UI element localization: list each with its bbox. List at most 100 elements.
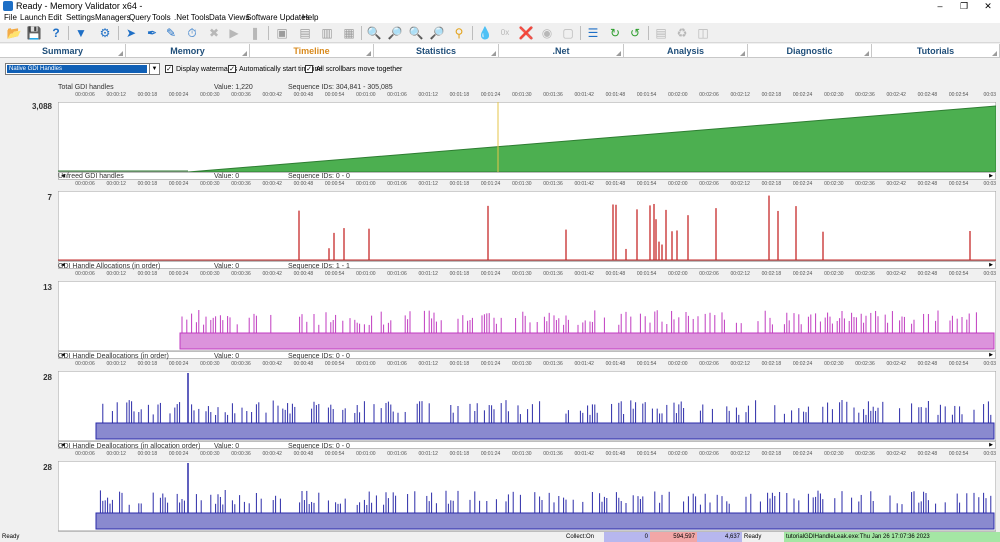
- auto-start-checkbox[interactable]: ✓ Automatically start timeline: [228, 65, 323, 74]
- scroll-left-icon[interactable]: ◀: [61, 352, 65, 358]
- horizontal-scrollbar[interactable]: ◀▶: [58, 172, 996, 180]
- handle-type-value: Native GDI Handles: [7, 65, 147, 73]
- horizontal-scrollbar[interactable]: ◀▶: [58, 351, 996, 359]
- scroll-left-icon[interactable]: ◀: [61, 262, 65, 268]
- columns-icon[interactable]: ☰: [587, 26, 599, 40]
- tab-statistics[interactable]: Statistics: [374, 44, 499, 58]
- copy-icon[interactable]: ▥: [321, 26, 333, 40]
- inject-icon[interactable]: ✒: [146, 26, 158, 40]
- start-icon[interactable]: ⏱: [187, 26, 197, 40]
- close-icon[interactable]: ✕: [984, 1, 992, 11]
- menu-software-updates[interactable]: Software Updates: [246, 13, 310, 22]
- menu-file[interactable]: File: [4, 13, 17, 22]
- scroll-right-icon[interactable]: ▶: [989, 262, 993, 268]
- time-tick-label: 00:02:54: [948, 181, 969, 187]
- menu-launch[interactable]: Launch: [20, 13, 47, 22]
- time-tick-label: 00:02:06: [699, 271, 719, 277]
- settings-icon[interactable]: ⚙: [99, 26, 111, 40]
- time-tick-label: 00:02:12: [730, 181, 750, 187]
- time-tick-label: 00:02:42: [886, 181, 906, 187]
- handle-type-select[interactable]: Native GDI Handles ▼: [5, 63, 160, 75]
- time-tick-label: 00:00:54: [324, 181, 345, 187]
- time-tick-label: 00:01:54: [636, 271, 657, 277]
- tab-summary[interactable]: Summary: [0, 44, 126, 58]
- time-tick-label: 00:02:18: [761, 92, 782, 98]
- find-address-icon[interactable]: 🔍: [408, 26, 424, 40]
- time-tick-label: 00:01:54: [636, 361, 657, 367]
- time-tick-label: 00:00:30: [200, 271, 220, 277]
- launch-icon[interactable]: ➤: [125, 26, 137, 40]
- scroll-left-icon[interactable]: ◀: [61, 173, 65, 179]
- time-tick-label: 00:02:54: [948, 92, 969, 98]
- find-object-icon[interactable]: 🔎: [387, 26, 403, 40]
- time-tick-label: 00:00:06: [75, 92, 95, 98]
- camera-icon[interactable]: ◫: [697, 26, 709, 40]
- scroll-right-icon[interactable]: ▶: [989, 173, 993, 179]
- tab-tutorials[interactable]: Tutorials: [872, 44, 1000, 58]
- clear-icon[interactable]: ▢: [562, 26, 574, 40]
- timeline-panel: GDI Handle Allocations (in order) Value: …: [0, 263, 1000, 359]
- time-tick-label: 00:02:48: [917, 361, 938, 367]
- menu-help[interactable]: Help: [302, 13, 319, 22]
- time-tick-label: 00:01:00: [356, 271, 376, 277]
- tab-timeline[interactable]: Timeline: [250, 44, 374, 58]
- menu-query[interactable]: Query: [129, 13, 151, 22]
- refresh-icon[interactable]: ↻: [609, 26, 621, 40]
- scroll-left-icon[interactable]: ◀: [61, 442, 65, 448]
- hex-icon[interactable]: 0x: [500, 28, 510, 37]
- find-icon[interactable]: 🔍: [366, 26, 382, 40]
- time-tick-label: 00:00:18: [137, 92, 158, 98]
- time-tick-label: 00:01:42: [574, 451, 594, 457]
- time-tick-label: 00:01:24: [480, 451, 501, 457]
- stop-icon[interactable]: ✖: [208, 26, 220, 40]
- tab-net[interactable]: .Net: [499, 44, 624, 58]
- horizontal-scrollbar[interactable]: ◀▶: [58, 261, 996, 269]
- time-tick-label: 00:02:06: [699, 181, 719, 187]
- gc-icon[interactable]: 💧: [477, 26, 493, 40]
- tab-diagnostic[interactable]: Diagnostic: [748, 44, 872, 58]
- report-icon[interactable]: ▤: [299, 26, 311, 40]
- time-tick-label: 00:02:12: [730, 92, 750, 98]
- menu-settings[interactable]: Settings: [66, 13, 95, 22]
- find-pattern-icon[interactable]: 🔎: [429, 26, 445, 40]
- time-tick-label: 00:02:24: [792, 451, 813, 457]
- time-tick-label: 00:00:36: [231, 451, 251, 457]
- recycle-icon[interactable]: ♻: [676, 26, 688, 40]
- snapshot-icon[interactable]: ▤: [655, 26, 667, 40]
- time-tick-label: 00:02:42: [886, 271, 906, 277]
- tab-memory[interactable]: Memory: [126, 44, 250, 58]
- save-icon[interactable]: 💾: [26, 26, 42, 40]
- horizontal-scrollbar[interactable]: ◀▶: [58, 441, 996, 449]
- minimize-icon[interactable]: –: [937, 1, 943, 11]
- time-tick-label: 00:00:54: [324, 361, 345, 367]
- export-icon[interactable]: ▦: [343, 26, 355, 40]
- filter-icon[interactable]: ▼: [75, 26, 87, 40]
- time-tick-label: 00:02:06: [699, 451, 719, 457]
- chevron-down-icon[interactable]: ▼: [149, 64, 159, 74]
- wait-icon[interactable]: ✎: [165, 26, 177, 40]
- panel-title: GDI Handle Deallocations (in allocation …: [58, 443, 201, 450]
- tool-icon[interactable]: ▣: [276, 26, 288, 40]
- menu-data-views[interactable]: Data Views: [209, 13, 250, 22]
- maximize-icon[interactable]: ❐: [959, 1, 969, 11]
- leak-icon[interactable]: ❌: [518, 26, 534, 40]
- net-icon[interactable]: ◉: [541, 26, 553, 40]
- menu-tools[interactable]: Tools: [152, 13, 171, 22]
- scrollbars-together-checkbox[interactable]: ✓ All scrollbars move together: [305, 65, 403, 74]
- time-tick-label: 00:01:36: [543, 271, 563, 277]
- scroll-right-icon[interactable]: ▶: [989, 442, 993, 448]
- refresh-all-icon[interactable]: ↺: [629, 26, 641, 40]
- menu-edit[interactable]: Edit: [48, 13, 62, 22]
- menu-net-tools[interactable]: .Net Tools: [174, 13, 210, 22]
- time-tick-label: 00:01:42: [574, 92, 594, 98]
- help-icon[interactable]: ?: [52, 26, 60, 40]
- watch-icon[interactable]: ⚲: [454, 26, 464, 40]
- play-icon[interactable]: ▶: [229, 26, 239, 40]
- pause-icon[interactable]: ❚: [249, 26, 261, 40]
- y-axis-max: 7: [47, 193, 52, 202]
- display-watermarks-checkbox[interactable]: ✓ Display watermarks: [165, 65, 238, 74]
- menu-managers[interactable]: Managers: [95, 13, 131, 22]
- open-icon[interactable]: 📂: [6, 26, 22, 40]
- tab-analysis[interactable]: Analysis: [624, 44, 748, 58]
- scroll-right-icon[interactable]: ▶: [989, 352, 993, 358]
